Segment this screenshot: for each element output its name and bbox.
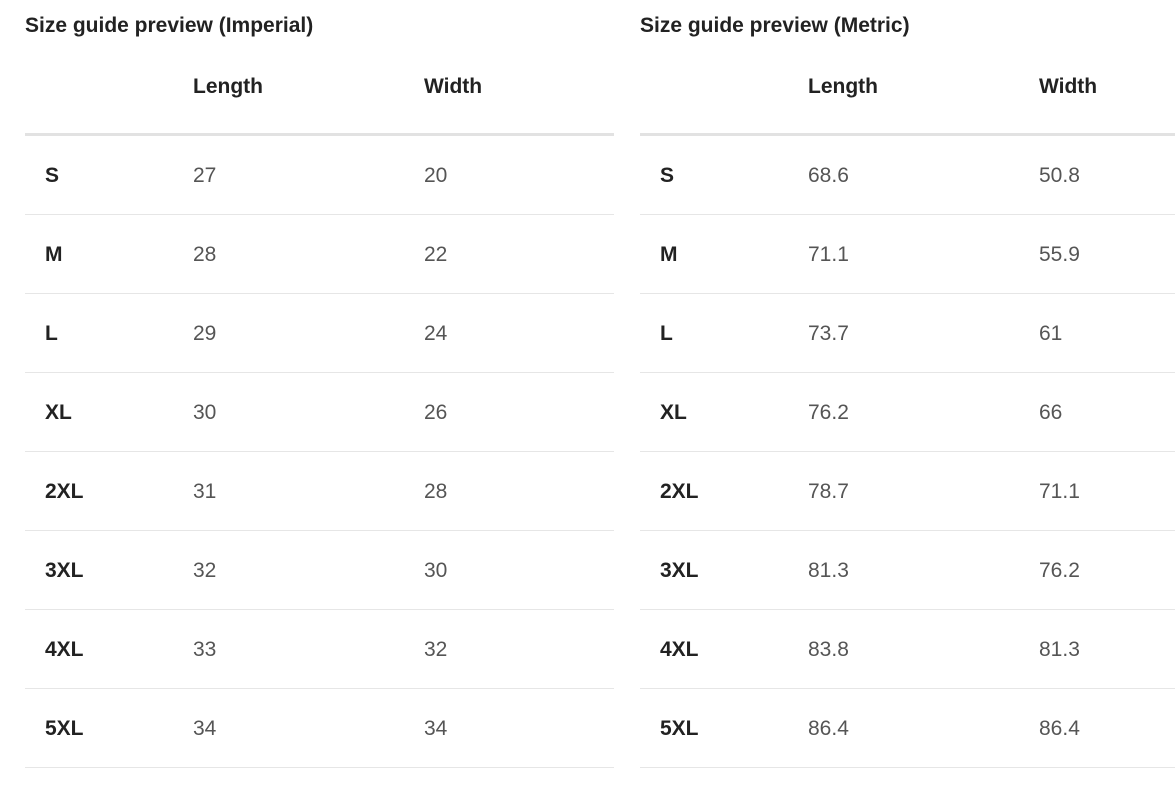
cell-length: 83.8 — [808, 638, 849, 661]
cell-width: 61 — [1039, 322, 1063, 345]
header-length: Length — [193, 75, 263, 98]
cell-size: 2XL — [660, 480, 699, 503]
cell-size: S — [660, 164, 675, 187]
table-header: Length Width — [640, 70, 1175, 136]
cell-length: 34 — [193, 717, 217, 740]
table-row: 2XL 31 28 — [25, 452, 614, 531]
table-body: S 68.6 50.8 M 71.1 55.9 L 73.7 61 XL 76.2 66 2XL 78.7… — [640, 136, 1175, 768]
cell-width: 30 — [424, 559, 448, 582]
table-row: 3XL 81.3 76.2 — [640, 531, 1175, 610]
cell-width: 86.4 — [1039, 717, 1080, 740]
cell-width: 55.9 — [1039, 243, 1080, 266]
cell-length: 32 — [193, 559, 217, 582]
cell-length: 73.7 — [808, 322, 849, 345]
table-row: L 29 24 — [25, 294, 614, 373]
table-row: S 27 20 — [25, 136, 614, 215]
cell-size: M — [660, 243, 678, 266]
cell-length: 78.7 — [808, 480, 849, 503]
cell-size: 4XL — [45, 638, 84, 661]
header-width: Width — [1039, 75, 1098, 98]
table-row: 5XL 86.4 86.4 — [640, 689, 1175, 768]
table-body: S 27 20 M 28 22 L 29 24 XL 30 26 2XL 31 28 3XL 32 30 4XL 33… — [25, 136, 614, 768]
cell-length: 31 — [193, 480, 217, 503]
table-row: 4XL 33 32 — [25, 610, 614, 689]
table-row: 2XL 78.7 71.1 — [640, 452, 1175, 531]
table-row: 3XL 32 30 — [25, 531, 614, 610]
cell-width: 34 — [424, 717, 448, 740]
table-row: M 28 22 — [25, 215, 614, 294]
table-row: M 71.1 55.9 — [640, 215, 1175, 294]
cell-length: 30 — [193, 401, 217, 424]
cell-length: 33 — [193, 638, 217, 661]
table-title: Size guide preview (Metric) — [640, 14, 910, 37]
cell-width: 26 — [424, 401, 448, 424]
cell-width: 66 — [1039, 401, 1063, 424]
cell-size: XL — [660, 401, 687, 424]
cell-length: 76.2 — [808, 401, 849, 424]
cell-size: L — [45, 322, 58, 345]
cell-width: 81.3 — [1039, 638, 1080, 661]
cell-length: 28 — [193, 243, 217, 266]
cell-size: L — [660, 322, 673, 345]
cell-length: 29 — [193, 322, 217, 345]
cell-size: 5XL — [45, 717, 84, 740]
cell-size: M — [45, 243, 63, 266]
cell-size: 5XL — [660, 717, 699, 740]
cell-width: 20 — [424, 164, 448, 187]
table-row: L 73.7 61 — [640, 294, 1175, 373]
metric-size-table: Size guide preview (Metric) Length Width… — [640, 0, 1175, 790]
cell-width: 24 — [424, 322, 448, 345]
table-row: 5XL 34 34 — [25, 689, 614, 768]
table-row: S 68.6 50.8 — [640, 136, 1175, 215]
cell-length: 86.4 — [808, 717, 849, 740]
table-header: Length Width — [25, 70, 614, 136]
cell-length: 27 — [193, 164, 217, 187]
cell-width: 28 — [424, 480, 448, 503]
table-row: XL 76.2 66 — [640, 373, 1175, 452]
cell-size: XL — [45, 401, 72, 424]
cell-size: 2XL — [45, 480, 84, 503]
cell-width: 76.2 — [1039, 559, 1080, 582]
header-length: Length — [808, 75, 878, 98]
header-width: Width — [424, 75, 483, 98]
cell-width: 50.8 — [1039, 164, 1080, 187]
cell-size: 3XL — [660, 559, 699, 582]
cell-length: 81.3 — [808, 559, 849, 582]
cell-length: 68.6 — [808, 164, 849, 187]
cell-length: 71.1 — [808, 243, 849, 266]
cell-size: S — [45, 164, 60, 187]
cell-width: 32 — [424, 638, 448, 661]
table-row: XL 30 26 — [25, 373, 614, 452]
table-title: Size guide preview (Imperial) — [25, 14, 314, 37]
cell-size: 4XL — [660, 638, 699, 661]
cell-size: 3XL — [45, 559, 84, 582]
table-row: 4XL 83.8 81.3 — [640, 610, 1175, 689]
cell-width: 71.1 — [1039, 480, 1080, 503]
cell-width: 22 — [424, 243, 448, 266]
imperial-size-table: Size guide preview (Imperial) Length Wid… — [25, 0, 614, 790]
